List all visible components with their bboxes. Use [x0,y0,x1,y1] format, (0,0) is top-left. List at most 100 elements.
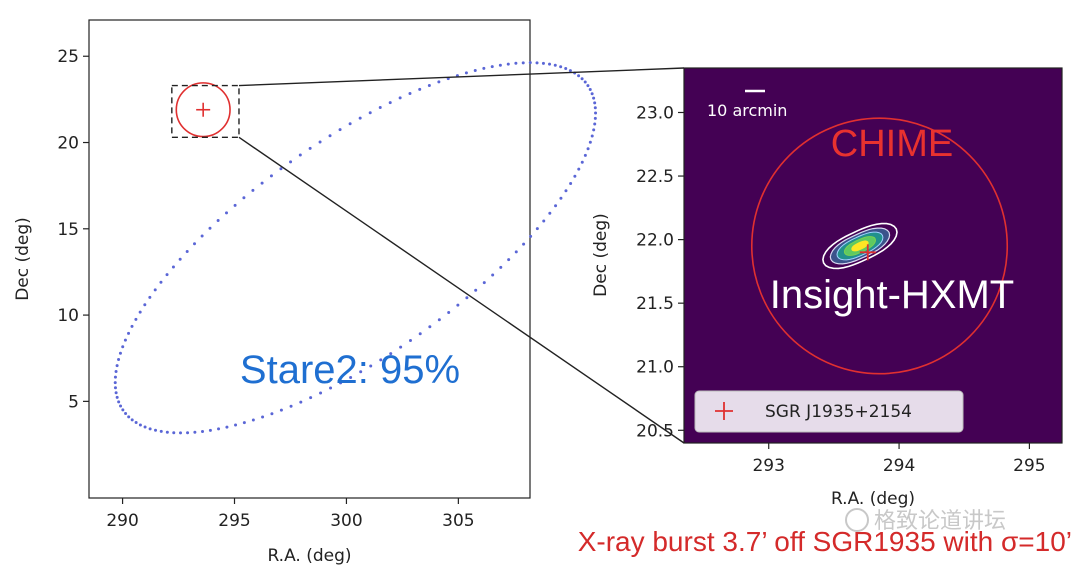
ellipse-dot [319,391,323,395]
left-y-axis-label: Dec (deg) [13,217,33,301]
ellipse-dot [143,425,147,429]
ellipse-dot [590,134,594,138]
ellipse-dot [541,61,545,65]
ellipse-dot [586,84,590,88]
ellipse-dot [348,122,352,126]
contour-level-1 [822,222,898,270]
ellipse-dot [308,146,312,150]
ellipse-dot [583,80,587,84]
ellipse-dot [588,88,592,92]
chime-circle [750,117,1009,375]
ellipse-dot [427,83,431,87]
stare2-95-ellipse [113,61,598,435]
ellipse-dot [269,174,273,178]
ellipse-dot [299,400,303,404]
stare2-annotation: Stare2: 95% [240,348,460,392]
ellipse-dot [573,174,577,178]
ellipse-dot [464,71,468,75]
ellipse-dot [548,211,552,215]
ellipse-dot [148,427,152,431]
ellipse-dot [379,358,383,362]
watermark-icon [845,508,869,532]
ellipse-dot [368,111,372,115]
ellipse-dot [114,370,118,374]
watermark: 格致论道讲坛 [845,508,1006,534]
ellipse-dot [586,147,590,151]
ellipse-dot [528,61,532,65]
ellipse-dot [127,415,131,419]
ellipse-dot [138,423,142,427]
ellipse-dot [193,242,197,246]
ellipse-dot [499,265,503,269]
ellipse-dot [298,153,302,157]
ellipse-dot [216,219,220,223]
ellipse-dot [117,400,121,404]
ellipse-dot [569,181,573,185]
ellipse-dot [113,375,117,379]
ellipse-dot [138,310,142,314]
ellipse-dot [159,429,163,433]
ellipse-dot [242,196,246,200]
ellipse-dot [577,167,581,171]
ellipse-dot [121,408,125,412]
ellipse-dot [200,234,204,238]
ellipse-dot [564,189,568,193]
ellipse-dot [418,332,422,336]
y-tick-label: 20.5 [636,421,674,441]
ellipse-dot [225,425,229,429]
ellipse-dot [535,61,539,65]
hxmt-panel: 10 arcmin CHIME Insight-HXMT SGR J1935+2… [591,67,1063,509]
legend: SGR J1935+2154 [694,390,964,433]
zoom-connector-top [238,67,685,87]
ellipse-dot [113,386,117,390]
small-localization-circle [175,82,231,138]
ellipse-dot [279,167,283,171]
ellipse-dot [564,67,568,71]
ellipse-dot [358,116,362,120]
stare2-panel: 290 295 300 305 5 10 15 20 25 R.A. (deg) Dec (d… [13,19,598,566]
ellipse-dot [185,249,189,253]
ellipse-dot [553,63,557,67]
right-x-axis-label: R.A. (deg) [831,489,915,509]
right-y-axis-label: Dec (deg) [591,213,611,297]
ellipse-dot [408,339,412,343]
ellipse-dot [506,62,510,66]
ellipse-dot [593,101,597,105]
x-tick-label: 305 [442,511,474,531]
left-x-axis-label: R.A. (deg) [267,546,351,566]
ellipse-dot [130,324,134,328]
ellipse-dot [437,318,441,322]
legend-marker [715,402,733,420]
caption: X-ray burst 3.7’ off SGR1935 with σ=10’ [578,526,1072,557]
ellipse-dot [123,338,127,342]
ellipse-dot [514,250,518,254]
ellipse-dot [134,421,138,425]
legend-box [694,390,964,433]
ellipse-dot [482,281,486,285]
left-y-ticks: 5 10 15 20 25 [57,47,89,412]
ellipse-dot [260,181,264,185]
ellipse-dot [542,219,546,223]
ellipse-dot [208,226,212,230]
x-tick-label: 295 [218,511,250,531]
right-source-marker [859,244,876,261]
right-x-ticks: 293 294 295 [752,443,1046,476]
ellipse-dot [148,295,152,299]
y-tick-label: 21.0 [636,358,674,378]
ellipse-dot [242,421,246,425]
ellipse-dot [418,87,422,91]
contour-level-5 [851,240,869,252]
ellipse-dot [474,288,478,292]
ellipse-dot [577,74,581,78]
y-tick-label: 15 [57,220,79,240]
ellipse-dot [193,430,197,434]
ellipse-dot [428,325,432,329]
ellipse-dot [378,106,382,110]
ellipse-dot [408,91,412,95]
ellipse-dot [289,160,293,164]
watermark-text: 格致论道讲坛 [874,509,1006,534]
ellipse-dot [399,345,403,349]
x-tick-label: 290 [106,511,138,531]
ellipse-dot [388,101,392,105]
